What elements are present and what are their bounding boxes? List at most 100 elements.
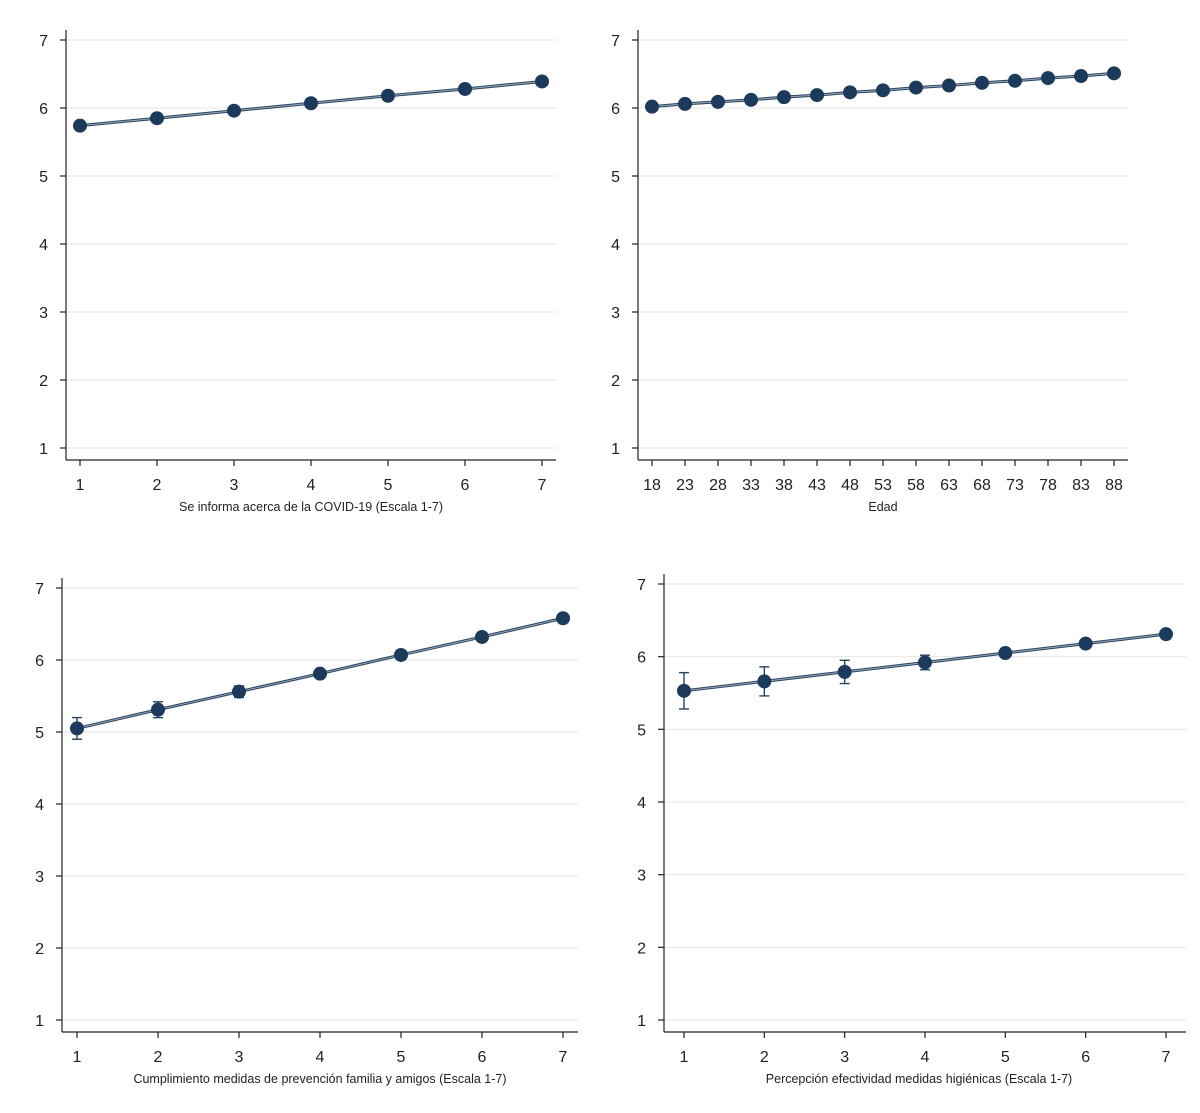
y-tick-label: 4 [35,797,44,814]
data-point [475,629,489,644]
y-tick-label: 3 [611,305,620,322]
x-tick-label: 88 [1105,477,1123,494]
x-tick-label: 38 [775,477,793,494]
x-tick-label: 4 [316,1049,325,1066]
data-point [1078,636,1093,651]
data-point [1074,69,1088,84]
x-axis-title: Se informa acerca de la COVID-19 (Escala… [179,500,443,514]
x-tick-label: 4 [921,1049,930,1066]
x-tick-label: 3 [235,1049,244,1066]
chart-panel-bottom-right: 1 2 3 4 5 6 7 1 2 3 4 5 6 7 Percepción efectividad med… [637,574,1186,1086]
y-tick-label: 4 [637,795,646,812]
data-point [313,666,327,681]
x-tick-label: 18 [643,477,661,494]
data-point [304,96,318,111]
data-point [1159,627,1173,642]
x-tick-label: 43 [808,477,826,494]
y-tick-label: 5 [637,722,646,739]
y-tick-label: 3 [35,869,44,886]
y-tick-label: 2 [39,373,48,390]
data-point [1041,71,1055,86]
x-tick-label: 7 [1162,1049,1171,1066]
x-tick-label: 1 [680,1049,689,1066]
x-tick-label: 6 [461,477,470,494]
data-point [909,80,923,95]
x-tick-label: 28 [709,477,727,494]
y-tick-label: 7 [35,581,44,598]
x-tick-label: 6 [478,1049,487,1066]
x-tick-label: 4 [307,477,316,494]
data-point [70,721,84,736]
data-point [556,611,570,626]
data-point [942,78,956,93]
x-tick-label: 48 [841,477,859,494]
x-tick-label: 73 [1006,477,1024,494]
data-point [394,647,408,662]
data-point [777,90,791,105]
data-point [711,94,725,109]
y-tick-label: 7 [637,577,646,594]
x-tick-label: 53 [874,477,892,494]
x-tick-label: 7 [559,1049,568,1066]
data-point [843,85,857,100]
data-point [677,683,691,698]
data-point [150,111,164,126]
data-point [1008,73,1022,88]
data-point [810,88,824,103]
x-tick-label: 3 [840,1049,849,1066]
data-point [757,674,772,689]
data-point [744,92,758,107]
data-point [73,118,87,133]
y-tick-label: 7 [39,33,48,50]
data-point [535,74,549,89]
data-point [837,664,852,679]
data-point [645,99,659,114]
y-tick-label: 3 [39,305,48,322]
data-point [876,83,890,98]
x-tick-label: 1 [76,477,85,494]
x-tick-label: 68 [973,477,991,494]
x-tick-label: 78 [1039,477,1057,494]
x-axis-title: Edad [868,500,897,514]
x-tick-label: 58 [907,477,925,494]
x-tick-label: 63 [940,477,958,494]
x-tick-label: 83 [1072,477,1090,494]
x-tick-label: 2 [153,477,162,494]
x-tick-label: 33 [742,477,760,494]
data-point [232,684,246,699]
x-tick-label: 2 [154,1049,163,1066]
x-tick-label: 5 [1001,1049,1010,1066]
y-tick-label: 6 [637,650,646,667]
data-point [151,702,165,717]
y-tick-label: 1 [611,441,620,458]
y-tick-label: 4 [39,237,48,254]
y-tick-label: 6 [35,653,44,670]
x-tick-label: 5 [397,1049,406,1066]
data-point [998,646,1013,661]
data-point [381,88,395,103]
chart-panel-top-left: 1 2 3 4 5 6 7 1 2 3 4 5 6 7 Se informa acerca de la CO… [39,30,556,514]
x-tick-label: 7 [538,477,547,494]
y-tick-label: 6 [39,101,48,118]
data-point [458,81,472,96]
chart-panel-bottom-left: 1 2 3 4 5 6 7 1 2 3 4 5 6 7 Cumplimiento medidas de pr… [35,578,578,1086]
y-tick-label: 1 [39,441,48,458]
x-tick-label: 1 [73,1049,82,1066]
y-tick-label: 1 [637,1013,646,1030]
y-tick-label: 2 [35,941,44,958]
x-tick-label: 6 [1081,1049,1090,1066]
y-tick-label: 1 [35,1013,44,1030]
y-tick-label: 2 [611,373,620,390]
x-axis-title: Cumplimiento medidas de prevención famil… [133,1072,506,1086]
y-tick-label: 5 [611,169,620,186]
data-point [227,103,241,118]
data-point [1107,66,1121,81]
y-tick-label: 3 [637,868,646,885]
x-tick-label: 3 [230,477,239,494]
y-tick-label: 6 [611,101,620,118]
y-tick-label: 5 [39,169,48,186]
data-point [678,96,692,111]
x-tick-label: 5 [384,477,393,494]
